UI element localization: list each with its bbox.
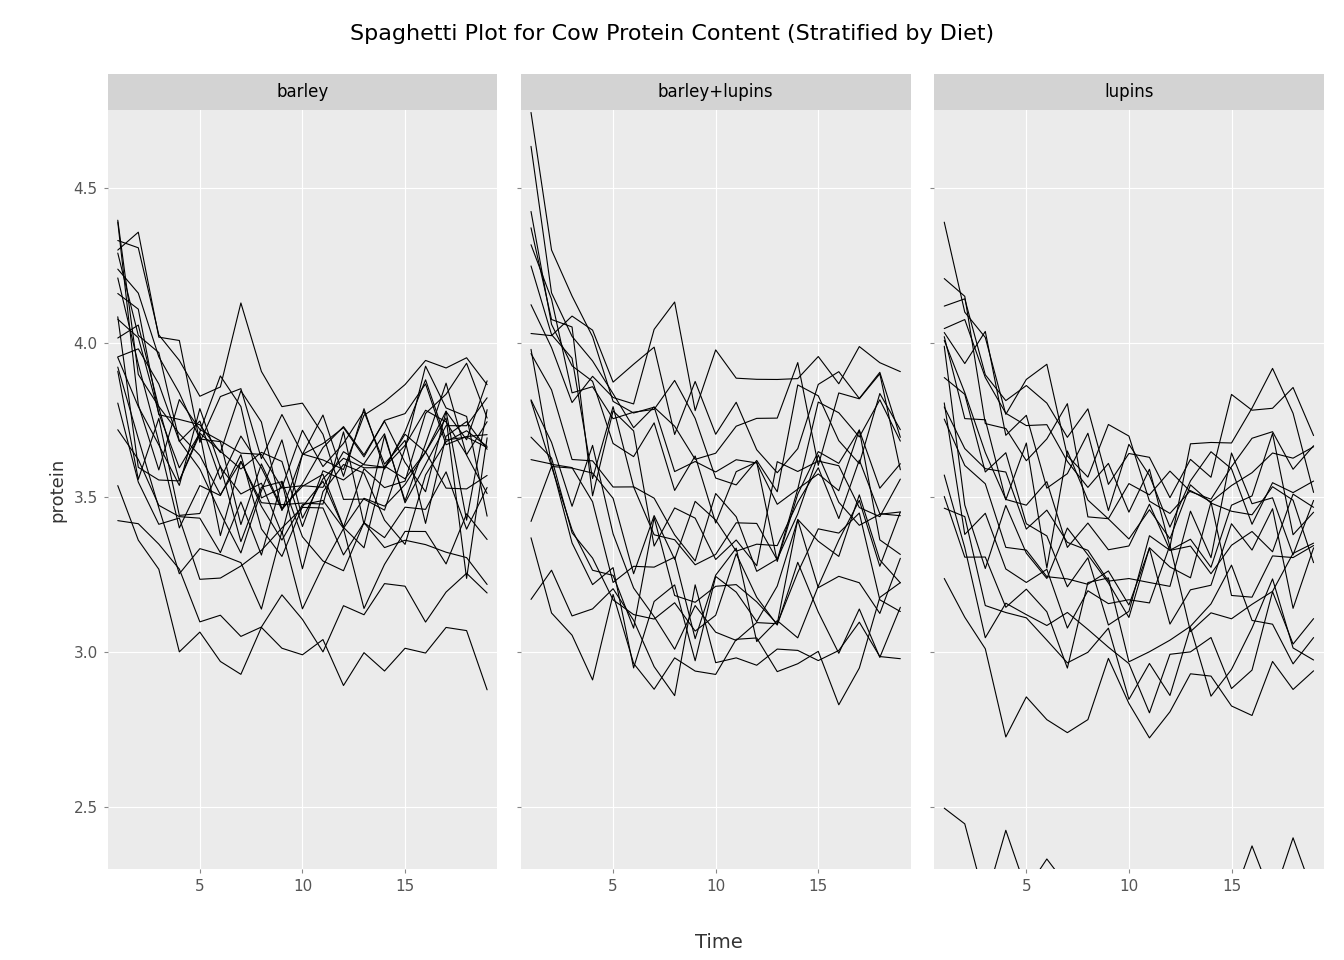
Text: barley: barley [277, 84, 328, 101]
Text: Time: Time [695, 933, 743, 952]
Text: lupins: lupins [1105, 84, 1153, 101]
Text: Spaghetti Plot for Cow Protein Content (Stratified by Diet): Spaghetti Plot for Cow Protein Content (… [349, 24, 995, 44]
Y-axis label: protein: protein [48, 458, 67, 521]
Text: barley+lupins: barley+lupins [657, 84, 774, 101]
